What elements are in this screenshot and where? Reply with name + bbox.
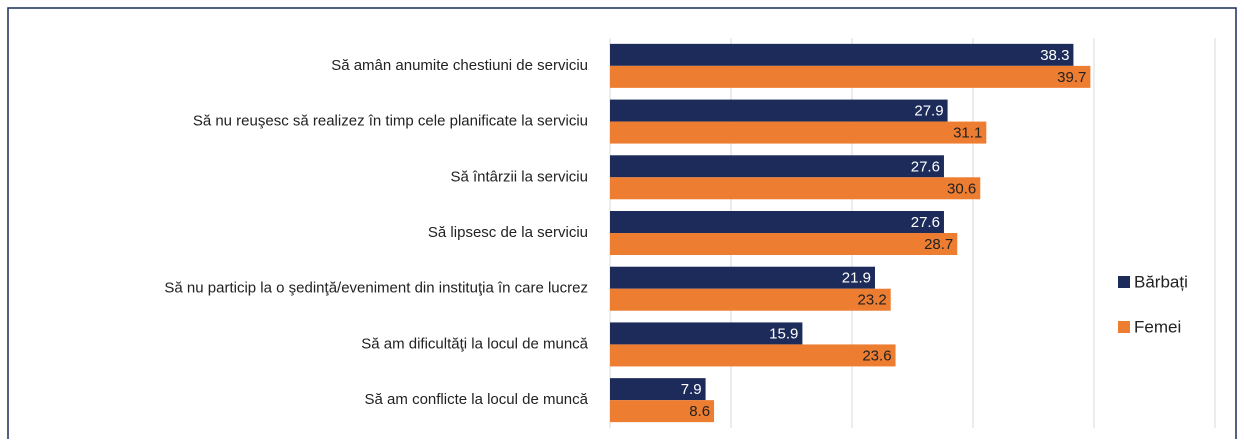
data-label: 15.9 xyxy=(769,325,798,342)
legend-swatch xyxy=(1118,276,1130,288)
category-label: Să nu particip la o şedinţă/eveniment di… xyxy=(164,280,588,297)
bar xyxy=(610,322,803,345)
data-label: 31.1 xyxy=(953,125,982,142)
bar xyxy=(610,43,1074,66)
data-label: 21.9 xyxy=(842,270,871,287)
category-label: Să lipsesc de la serviciu xyxy=(428,224,588,241)
data-label: 39.7 xyxy=(1057,69,1086,86)
data-label: 30.6 xyxy=(947,180,976,197)
bar xyxy=(610,121,987,144)
category-label: Să întârzii la serviciu xyxy=(450,168,588,185)
category-label: Să amân anumite chestiuni de serviciu xyxy=(331,57,588,74)
bar xyxy=(610,65,1091,88)
category-label: Să am conflicte la locul de muncă xyxy=(365,391,589,408)
bar xyxy=(610,155,944,178)
bar xyxy=(610,211,944,233)
bar xyxy=(610,344,896,367)
data-label: 27.6 xyxy=(911,214,940,231)
category-label: Să am dificultăţi la locul de muncă xyxy=(361,335,588,352)
data-label: 7.9 xyxy=(681,381,702,398)
bar xyxy=(610,266,875,289)
legend-label: Bărbați xyxy=(1134,272,1188,291)
data-label: 23.6 xyxy=(862,347,891,364)
legend-swatch xyxy=(1118,321,1130,333)
data-label: 27.6 xyxy=(911,158,940,175)
bar xyxy=(610,378,706,401)
bar xyxy=(610,99,948,122)
bar xyxy=(610,233,958,255)
data-label: 38.3 xyxy=(1040,47,1069,64)
data-label: 27.9 xyxy=(914,103,943,120)
chart-frame xyxy=(7,7,1237,444)
data-label: 8.6 xyxy=(689,403,710,420)
category-label: Să nu reuşesc să realizez în timp cele p… xyxy=(193,113,588,130)
bar xyxy=(610,288,891,311)
data-label: 28.7 xyxy=(924,236,953,253)
bar xyxy=(610,400,715,423)
bar xyxy=(610,177,981,200)
legend-label: Femei xyxy=(1134,317,1181,336)
data-label: 23.2 xyxy=(858,292,887,309)
